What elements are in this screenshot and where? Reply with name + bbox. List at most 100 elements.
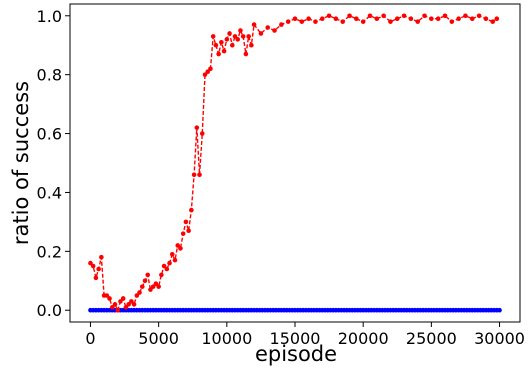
series-success-point xyxy=(90,263,96,269)
series-success-point xyxy=(476,13,482,19)
y-tick-label: 0.8 xyxy=(37,66,62,85)
x-axis-ticks: 0 5000 10000 15000 20000 25000 30000 xyxy=(85,322,525,348)
series-success-point xyxy=(326,13,332,19)
series-success-point xyxy=(469,16,475,22)
series-success-point xyxy=(172,257,178,263)
series-success-point xyxy=(319,16,325,22)
series-success-point xyxy=(494,16,500,22)
series-layer xyxy=(88,13,502,313)
series-success-point xyxy=(449,19,455,24)
series-success-point xyxy=(129,299,134,304)
series-success-point xyxy=(394,16,400,22)
series-success-point xyxy=(205,69,211,75)
series-success-point xyxy=(240,34,246,39)
series-success-point xyxy=(96,266,101,272)
series-success-point xyxy=(347,13,352,19)
series-baseline-point xyxy=(497,307,502,313)
x-tick-label: 30000 xyxy=(474,329,525,348)
series-success-point xyxy=(208,66,213,72)
series-success-point xyxy=(175,243,181,248)
series-success-point xyxy=(408,16,414,22)
series-success-point xyxy=(169,251,175,257)
series-success-point xyxy=(191,172,197,178)
series-success-point xyxy=(374,16,380,22)
y-tick-label: 0.4 xyxy=(37,183,62,202)
series-success-point xyxy=(189,207,194,213)
series-success-point xyxy=(194,125,200,130)
series-success-point xyxy=(306,16,311,22)
series-success-point xyxy=(219,39,224,45)
series-success-point xyxy=(221,48,227,54)
series-success-point xyxy=(104,293,110,298)
x-tick-label: 20000 xyxy=(338,329,389,348)
series-success-point xyxy=(435,16,441,22)
series-success-point xyxy=(153,281,159,287)
series-success-point xyxy=(99,254,104,260)
series-success-point xyxy=(202,72,208,77)
series-success-point xyxy=(229,42,235,48)
series-success-point xyxy=(232,34,238,39)
series-success-point xyxy=(313,19,318,24)
series-success-point xyxy=(415,19,421,24)
series-success-point xyxy=(210,34,216,39)
series-success-point xyxy=(178,246,183,251)
series-success-point xyxy=(483,16,489,22)
series-success-point xyxy=(388,19,393,24)
series-success-point xyxy=(118,299,123,304)
series-success-point xyxy=(429,16,434,22)
series-success-point xyxy=(139,284,145,289)
series-success-point xyxy=(299,19,305,24)
series-success-point xyxy=(292,16,298,22)
series-success-point xyxy=(109,304,115,310)
x-tick-label: 10000 xyxy=(201,329,252,348)
series-success-point xyxy=(123,304,129,310)
series-success-point xyxy=(112,302,118,307)
series-success-point xyxy=(224,37,230,42)
y-axis-ticks: 0.0 0.2 0.4 0.6 0.8 1.0 xyxy=(37,7,70,320)
series-success-point xyxy=(381,13,386,19)
series-success-point xyxy=(131,302,137,307)
series-success-point xyxy=(115,307,121,313)
series-success-point xyxy=(442,13,448,19)
series-baseline xyxy=(88,307,502,313)
series-success-point xyxy=(93,275,99,281)
series-success-point xyxy=(367,13,373,19)
series-success-point xyxy=(126,302,131,307)
series-success-point xyxy=(134,293,140,298)
series-success-point xyxy=(180,231,186,236)
series-success-point xyxy=(463,13,468,19)
plot-area xyxy=(69,3,521,323)
series-success-point xyxy=(107,296,112,301)
series-success-point xyxy=(161,263,167,269)
series-success-point xyxy=(213,42,219,48)
series-success-point xyxy=(186,228,191,234)
series-success-point xyxy=(145,272,151,278)
series-success-point xyxy=(199,131,205,136)
series-success-point xyxy=(227,31,232,36)
series-success-point xyxy=(251,22,257,27)
y-tick-label: 1.0 xyxy=(37,7,62,26)
x-tick-label: 25000 xyxy=(406,329,457,348)
series-success-point xyxy=(156,284,161,289)
x-tick-label: 5000 xyxy=(138,329,179,348)
series-success-point xyxy=(120,296,126,301)
series-success-point xyxy=(235,37,241,42)
series-success-point xyxy=(265,25,271,30)
series-success-point xyxy=(183,219,189,225)
series-success-point xyxy=(456,16,461,22)
series-success-point xyxy=(243,51,249,57)
series-success-point xyxy=(197,172,202,178)
series-success-point xyxy=(360,19,366,24)
series-success-point xyxy=(238,28,243,33)
x-tick-label: 15000 xyxy=(270,329,321,348)
series-success-point xyxy=(159,272,164,278)
series-success-point xyxy=(167,260,172,266)
series-success-point xyxy=(354,16,359,22)
series-success-point xyxy=(88,260,93,266)
series-success-point xyxy=(164,266,170,272)
series-success-point xyxy=(216,51,221,57)
series-success-point xyxy=(246,34,251,39)
series-success-point xyxy=(150,284,156,289)
y-tick-label: 0.0 xyxy=(37,301,62,320)
series-success-point xyxy=(401,13,407,19)
